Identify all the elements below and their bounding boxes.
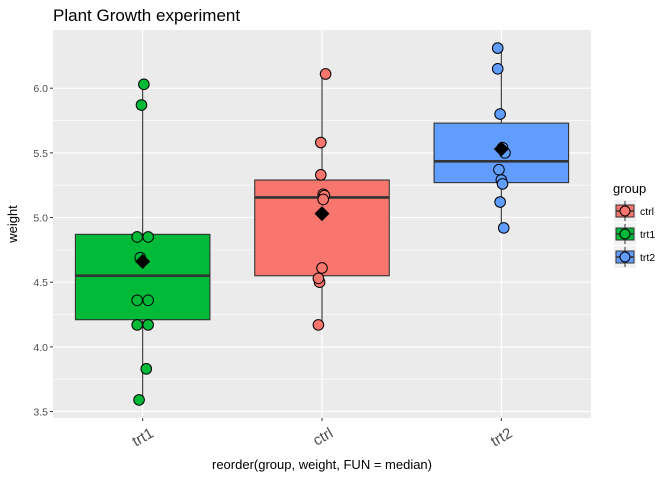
y-tick-label: 4.0 xyxy=(33,342,48,354)
point-trt2 xyxy=(493,163,505,176)
legend-key-point xyxy=(619,251,631,263)
mean-marker-trt1 xyxy=(135,254,151,270)
point-ctrl xyxy=(315,136,327,149)
legend-key-point xyxy=(619,205,631,217)
point-trt1 xyxy=(135,99,148,111)
point-trt1 xyxy=(142,231,154,243)
y-tick-label: 3.5 xyxy=(33,407,48,419)
legend: group ctrl trt1 trt2 xyxy=(613,181,655,268)
point-trt1 xyxy=(133,394,145,406)
point-trt1 xyxy=(131,231,143,243)
point-trt1 xyxy=(131,294,143,307)
point-trt2 xyxy=(497,222,510,234)
point-ctrl xyxy=(312,319,325,331)
x-tick-label: trt1 xyxy=(129,425,156,451)
legend-entry-ctrl: ctrl xyxy=(614,200,654,222)
mean-marker-ctrl xyxy=(314,206,330,222)
point-trt2 xyxy=(494,108,506,120)
x-tick-label: ctrl xyxy=(310,425,336,450)
x-axis-title: reorder(group, weight, FUN = median) xyxy=(212,457,432,472)
point-ctrl xyxy=(315,169,327,181)
point-trt1 xyxy=(142,319,154,331)
legend-label-ctrl: ctrl xyxy=(640,206,654,218)
legend-label-trt2: trt2 xyxy=(640,252,655,264)
point-ctrl xyxy=(319,68,332,80)
point-trt2 xyxy=(496,178,509,190)
chart-title: Plant Growth experiment xyxy=(53,6,240,25)
point-trt1 xyxy=(140,363,153,375)
point-ctrl xyxy=(317,193,330,206)
point-ctrl xyxy=(316,262,328,274)
point-trt2 xyxy=(491,63,504,75)
mean-markers xyxy=(135,141,509,270)
x-tick-label: trt2 xyxy=(488,425,515,451)
point-ctrl xyxy=(312,272,325,285)
point-trt1 xyxy=(138,78,150,91)
legend-entry-trt1: trt1 xyxy=(614,223,655,245)
point-trt1 xyxy=(142,294,154,307)
y-tick-label: 5.0 xyxy=(33,213,48,225)
x-axis: trt1 ctrl trt2 xyxy=(129,418,515,450)
y-tick-label: 5.5 xyxy=(33,148,48,160)
legend-key-point xyxy=(619,228,631,240)
y-axis-title: weight xyxy=(5,205,20,244)
y-axis: 3.5 4.0 4.5 5.0 5.5 6.0 xyxy=(33,83,53,419)
point-trt2 xyxy=(494,196,506,208)
point-trt2 xyxy=(491,42,504,54)
boxplot-trt1 xyxy=(74,84,211,400)
y-tick-label: 6.0 xyxy=(33,83,48,95)
legend-label-trt1: trt1 xyxy=(640,229,655,241)
data-points xyxy=(131,42,511,406)
mean-marker-trt2 xyxy=(493,141,509,157)
point-trt1 xyxy=(131,319,143,331)
legend-entry-trt2: trt2 xyxy=(614,246,655,268)
y-tick-label: 4.5 xyxy=(33,277,48,289)
legend-title: group xyxy=(613,181,646,196)
